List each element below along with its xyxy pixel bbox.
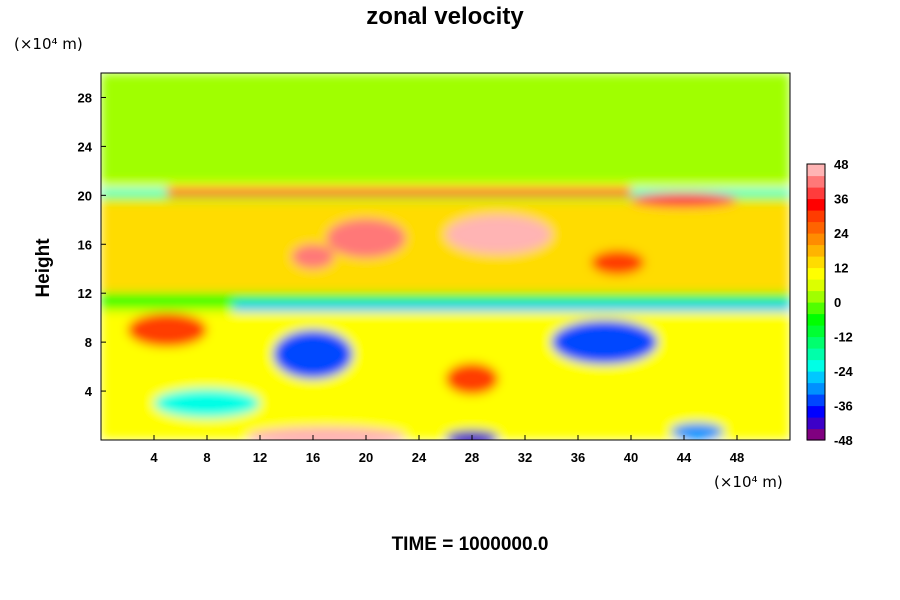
colorbar-segment	[807, 417, 825, 430]
field-band-4	[101, 201, 790, 294]
y-tick-label: 24	[78, 139, 93, 154]
colorbar-segment	[807, 290, 825, 303]
y-axis-label: Height	[33, 238, 54, 298]
field-blob-18	[246, 426, 406, 440]
plot-frame	[100, 72, 791, 441]
colorbar-segment	[807, 405, 825, 418]
field-blob-16	[154, 388, 260, 418]
colorbar-segment	[807, 233, 825, 246]
y-tick-label: 28	[78, 90, 92, 105]
colorbar-segment	[807, 359, 825, 372]
field-blob-11	[591, 250, 645, 275]
y-tick-label: 8	[85, 335, 92, 350]
field-blob-9	[445, 214, 552, 255]
colorbar-tick-label: -48	[834, 433, 853, 448]
field-blob-8	[326, 218, 406, 258]
x-tick-label: 48	[730, 450, 744, 465]
colorbar-tick-label: -12	[834, 330, 853, 345]
colorbar-segment	[807, 428, 825, 441]
colorbar-segment	[807, 267, 825, 280]
colorbar-segment	[807, 256, 825, 269]
x-tick-label: 32	[518, 450, 532, 465]
chart-title: zonal velocity	[366, 3, 524, 30]
field-band-3	[167, 187, 631, 197]
colorbar-segment	[807, 371, 825, 384]
field-blob-17	[445, 362, 499, 395]
heatmap-field	[101, 73, 790, 440]
colorbar-tick-label: 36	[834, 192, 848, 207]
y-tick-label: 20	[78, 188, 92, 203]
field-blob-10	[291, 244, 335, 269]
field-blob-20	[670, 422, 724, 440]
field-blob-13	[127, 312, 207, 348]
x-axis-ticks: 4 8 12 16 20 24 28 32 36 40 44 48	[150, 435, 744, 465]
x-tick-label: 4	[150, 450, 158, 465]
colorbar-tick-label: -24	[834, 364, 854, 379]
colorbar-segment	[807, 210, 825, 223]
colorbar-segment	[807, 244, 825, 257]
colorbar-tick-label: 12	[834, 261, 848, 276]
x-tick-label: 24	[412, 450, 427, 465]
colorbar-tick-label: -36	[834, 399, 853, 414]
x-tick-label: 40	[624, 450, 638, 465]
colorbar-segment	[807, 279, 825, 292]
x-tick-label: 20	[359, 450, 373, 465]
colorbar-segment	[807, 175, 825, 188]
field-blob-15	[551, 320, 658, 365]
y-tick-label: 12	[78, 286, 92, 301]
x-tick-label: 16	[306, 450, 320, 465]
colorbar	[806, 163, 826, 441]
colorbar-segment	[807, 302, 825, 315]
x-tick-label: 12	[253, 450, 267, 465]
colorbar-segment	[807, 187, 825, 200]
colorbar-segment	[807, 198, 825, 211]
y-tick-label: 4	[85, 384, 93, 399]
colorbar-tick-label: 24	[834, 226, 849, 241]
x-axis-unit: (×10⁴ m)	[714, 473, 783, 491]
x-tick-label: 28	[465, 450, 479, 465]
field-blob-12	[631, 192, 737, 208]
x-tick-label: 44	[677, 450, 692, 465]
field-blob-14	[273, 329, 353, 379]
colorbar-segment	[807, 394, 825, 407]
colorbar-segment	[807, 382, 825, 395]
time-label: TIME = 1000000.0	[392, 534, 549, 555]
y-axis-ticks: 4 8 12 16 20 24 28	[78, 90, 106, 399]
x-tick-label: 36	[571, 450, 585, 465]
y-axis-unit: (×10⁴ m)	[14, 35, 83, 53]
y-tick-label: 16	[78, 237, 92, 252]
colorbar-segment	[807, 313, 825, 326]
x-tick-label: 8	[203, 450, 210, 465]
colorbar-tick-label: 48	[834, 157, 848, 172]
field-band-7	[101, 311, 790, 440]
colorbar-segment	[807, 348, 825, 361]
field-band-6	[233, 301, 790, 312]
colorbar-segment	[807, 164, 825, 177]
colorbar-frame	[806, 163, 826, 441]
colorbar-segment	[807, 221, 825, 234]
colorbar-tick-label: 0	[834, 295, 841, 310]
colorbar-segment	[807, 325, 825, 338]
colorbar-segment	[807, 336, 825, 349]
colorbar-ticks: 48 36 24 12 0 -12 -24 -36 -48	[834, 157, 854, 448]
